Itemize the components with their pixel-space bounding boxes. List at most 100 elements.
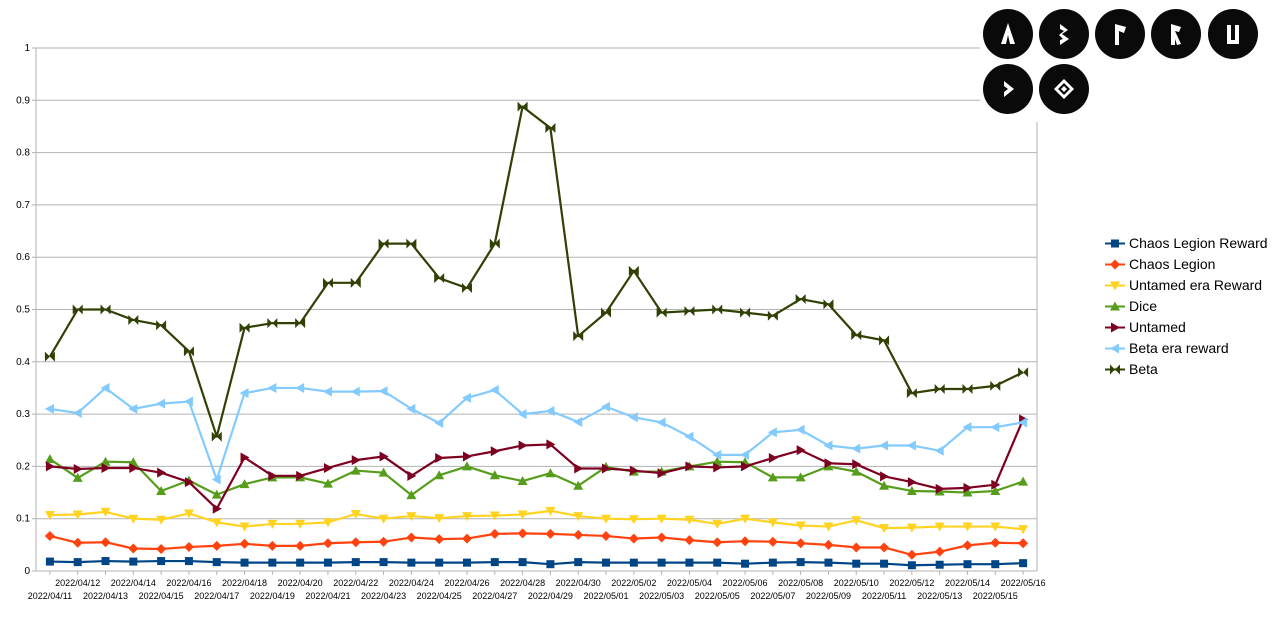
data-point: [1018, 538, 1029, 549]
data-point: [602, 463, 612, 474]
data-point: [851, 516, 862, 526]
data-point: [879, 542, 890, 553]
legend-label: Beta: [1129, 361, 1158, 377]
data-point: [184, 477, 194, 488]
data-point: [489, 470, 500, 480]
x-tick-label: 2022/05/11: [862, 591, 906, 601]
x-tick-label: 2022/05/05: [695, 591, 740, 601]
data-point: [1018, 417, 1028, 428]
data-point: [239, 388, 249, 399]
x-tick-label: 2022/04/11: [28, 591, 72, 601]
data-point: [545, 468, 556, 478]
data-point: [990, 537, 1001, 548]
data-point: [962, 422, 972, 433]
data-point: [740, 514, 751, 524]
data-point: [684, 515, 695, 525]
data-point: [879, 524, 890, 534]
data-point: [934, 522, 945, 532]
series-untamed-era-reward: [44, 506, 1029, 535]
data-point: [1019, 559, 1028, 568]
data-point: [740, 449, 750, 460]
data-point: [211, 489, 222, 499]
legend-item: Dice: [1104, 296, 1280, 317]
data-point: [545, 405, 555, 416]
data-point: [462, 451, 472, 462]
data-point: [267, 382, 277, 393]
y-tick-label: 0.9: [16, 95, 30, 106]
data-point: [545, 528, 556, 539]
data-point: [628, 265, 639, 276]
data-point: [378, 386, 388, 397]
y-tick-label: 0: [24, 566, 30, 577]
data-point: [156, 398, 166, 409]
data-point: [128, 543, 139, 554]
data-point: [740, 307, 751, 318]
data-point: [880, 559, 889, 568]
data-point: [629, 558, 638, 567]
series-line: [49, 386, 1024, 481]
series-layer: [44, 101, 1029, 570]
data-point: [962, 522, 973, 532]
x-tick-label: 2022/05/03: [639, 591, 684, 601]
data-point: [712, 449, 722, 460]
data-point: [322, 277, 333, 288]
y-tick-label: 0.7: [16, 200, 30, 211]
data-point: [685, 558, 694, 567]
data-point: [183, 509, 194, 519]
data-point: [545, 123, 556, 134]
data-point: [517, 409, 527, 420]
data-point: [657, 558, 666, 567]
rune-f-icon: [1095, 9, 1145, 59]
series-chaos-legion-reward: [45, 557, 1028, 570]
data-point: [517, 528, 528, 539]
data-point: [323, 462, 333, 473]
data-point: [684, 431, 694, 442]
data-point: [907, 561, 916, 570]
data-point: [378, 467, 389, 477]
x-tick-label: 2022/05/16: [1001, 578, 1046, 588]
data-point: [406, 403, 416, 414]
rune-diamond-icon: [1039, 64, 1089, 114]
data-point: [851, 542, 862, 553]
data-point: [295, 382, 305, 393]
rune-k-icon: [1151, 9, 1201, 59]
data-point: [434, 514, 445, 524]
data-point: [767, 427, 777, 438]
series-line: [49, 458, 1024, 497]
data-point: [267, 519, 278, 529]
x-tick-label: 2022/04/27: [472, 591, 517, 601]
data-point: [768, 558, 777, 567]
data-point: [406, 238, 417, 249]
series-line: [49, 418, 1025, 510]
data-point: [322, 518, 333, 528]
data-point: [45, 461, 55, 472]
legend-item: Beta era reward: [1104, 338, 1280, 359]
data-point: [350, 509, 361, 519]
data-point: [629, 465, 639, 476]
data-point: [545, 506, 556, 516]
data-point: [489, 528, 500, 539]
legend-swatch: [1105, 259, 1125, 270]
data-point: [657, 468, 667, 479]
data-point: [461, 283, 472, 294]
data-point: [880, 471, 890, 482]
data-point: [823, 539, 834, 550]
x-tick-label: 2022/04/17: [194, 591, 239, 601]
x-tick-label: 2022/05/07: [750, 591, 795, 601]
data-point: [128, 314, 139, 325]
data-point: [795, 294, 806, 305]
data-point: [934, 445, 944, 456]
data-point: [962, 540, 973, 551]
x-axis: 2022/04/11 2022/04/12 2022/04/13 2022/04/14…: [28, 48, 1046, 601]
data-point: [656, 307, 667, 318]
data-point: [462, 558, 471, 567]
data-point: [517, 101, 528, 112]
data-point: [351, 558, 360, 567]
legend-item: Chaos Legion Reward: [1104, 233, 1280, 254]
data-point: [712, 519, 723, 529]
legend-item: Untamed: [1104, 317, 1280, 338]
series-line: [49, 509, 1024, 531]
data-point: [295, 519, 306, 529]
x-tick-label: 2022/04/23: [361, 591, 406, 601]
y-axis-ticks: 0 0.1 0.2 0.3 0.4 0.5 0.6 0.7 0.8 0.9 1: [16, 43, 36, 577]
